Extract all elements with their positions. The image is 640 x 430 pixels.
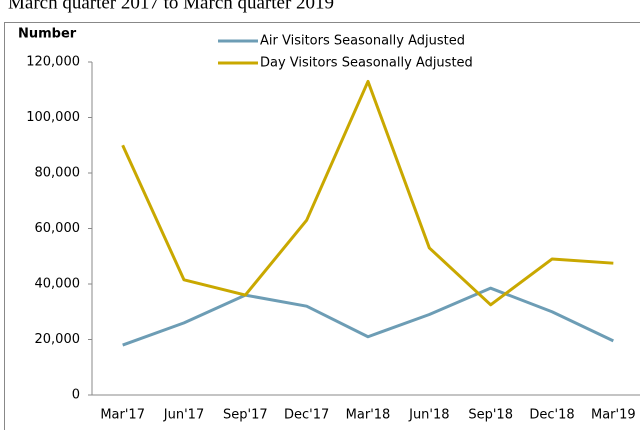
- x-tick-label: Dec'18: [529, 408, 574, 423]
- y-tick-label: 20,000: [35, 332, 81, 347]
- series-line: [122, 286, 614, 347]
- legend-label: Air Visitors Seasonally Adjusted: [260, 34, 465, 49]
- y-tick-label: 0: [72, 388, 80, 403]
- y-tick-label: 60,000: [35, 221, 81, 236]
- y-axis-label: Number: [18, 27, 77, 42]
- y-tick-label: 120,000: [26, 55, 80, 70]
- legend-label: Day Visitors Seasonally Adjusted: [260, 56, 473, 71]
- x-tick-label: Dec'17: [284, 408, 329, 423]
- x-tick-label: Jun'18: [408, 408, 449, 423]
- x-tick-label: Sep'17: [223, 408, 268, 423]
- x-tick-label: Mar'18: [346, 408, 391, 423]
- x-tick-label: Mar'17: [100, 408, 145, 423]
- chart-title: March quarter 2017 to March quarter 2019: [8, 0, 334, 13]
- y-tick-label: 100,000: [26, 110, 80, 125]
- y-tick-label: 40,000: [35, 277, 81, 292]
- x-tick-label: Mar'19: [591, 408, 636, 423]
- x-tick-label: Sep'18: [468, 408, 513, 423]
- x-tick-label: Jun'17: [163, 408, 204, 423]
- series-line: [121, 79, 614, 307]
- chart-frame: [4, 22, 640, 430]
- y-tick-label: 80,000: [35, 166, 81, 181]
